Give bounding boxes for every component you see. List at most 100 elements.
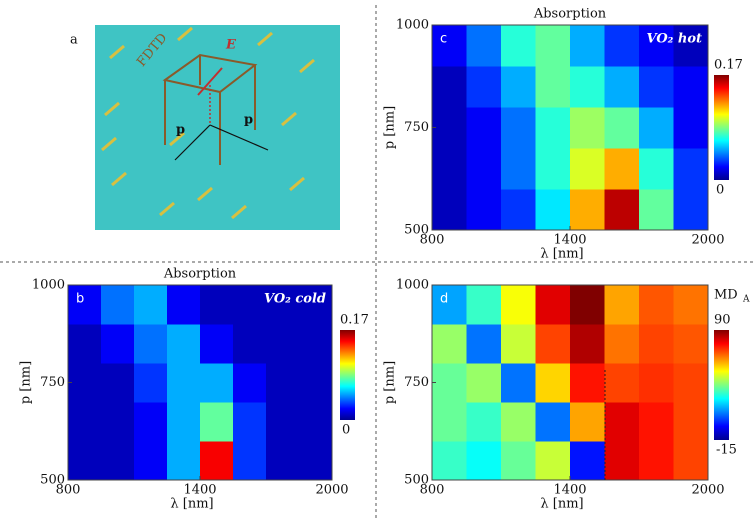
heatmap-cell bbox=[299, 441, 333, 481]
heatmap-cell bbox=[674, 441, 709, 481]
period-label: p bbox=[244, 113, 253, 128]
heatmap-cell bbox=[467, 107, 502, 149]
heatmap-cell bbox=[501, 402, 536, 442]
panel-label: a bbox=[70, 33, 78, 48]
heatmap-cell bbox=[432, 189, 467, 231]
heatmap-cell bbox=[501, 25, 536, 67]
y-tick-label: 1000 bbox=[396, 278, 429, 293]
heatmap-cell bbox=[605, 363, 640, 403]
x-tick-label: 2000 bbox=[315, 483, 348, 498]
heatmap-cell bbox=[501, 189, 536, 231]
y-axis-label: p [nm] bbox=[383, 361, 398, 404]
y-tick-label: 750 bbox=[40, 375, 65, 390]
heatmap-cell bbox=[167, 402, 201, 442]
heatmap-cell bbox=[467, 402, 502, 442]
heatmap-cell bbox=[134, 402, 168, 442]
heatmap-cell bbox=[233, 441, 267, 481]
heatmap-cell bbox=[536, 66, 571, 108]
heatmap-cell bbox=[536, 148, 571, 190]
heatmap-cell bbox=[101, 441, 135, 481]
heatmap-cell bbox=[639, 189, 674, 231]
y-tick-label: 1000 bbox=[396, 18, 429, 33]
heatmap-cell bbox=[432, 66, 467, 108]
x-axis-label: λ [nm] bbox=[540, 497, 583, 512]
heatmap-cell bbox=[299, 402, 333, 442]
heatmap-cell bbox=[639, 441, 674, 481]
heatmap-cell bbox=[639, 402, 674, 442]
heatmap-cell bbox=[134, 285, 168, 325]
colorbar-label-sub: A bbox=[742, 295, 750, 305]
heatmap-cell bbox=[674, 402, 709, 442]
colorbar-tick-label: 0 bbox=[342, 423, 350, 438]
heatmap-cell bbox=[432, 324, 467, 364]
colorbar-tick-label: 0.17 bbox=[714, 58, 743, 73]
heatmap-cell bbox=[266, 441, 300, 481]
heatmap-cell bbox=[639, 285, 674, 325]
y-tick-label: 750 bbox=[404, 120, 429, 135]
x-tick-label: 1400 bbox=[183, 483, 216, 498]
heatmap-cell bbox=[501, 148, 536, 190]
heatmap-cell bbox=[605, 402, 640, 442]
heatmap-cell bbox=[200, 402, 234, 442]
heatmap-cell bbox=[101, 324, 135, 364]
heatmap-cell bbox=[605, 25, 640, 67]
heatmap-cell bbox=[605, 66, 640, 108]
y-tick-label: 500 bbox=[40, 473, 65, 488]
heatmap-cell bbox=[467, 285, 502, 325]
y-tick-label: 500 bbox=[404, 473, 429, 488]
heatmap-cell bbox=[467, 148, 502, 190]
heatmap-cell bbox=[299, 324, 333, 364]
y-tick-label: 750 bbox=[404, 375, 429, 390]
heatmap-cell bbox=[200, 324, 234, 364]
heatmap-cell bbox=[570, 25, 605, 67]
heatmap-cell bbox=[605, 148, 640, 190]
colorbar bbox=[714, 330, 729, 440]
heatmap-cell bbox=[233, 363, 267, 403]
heatmap-cell bbox=[167, 285, 201, 325]
panel-label: c bbox=[440, 32, 447, 47]
heatmap-cell bbox=[570, 441, 605, 481]
heatmap-cell bbox=[467, 363, 502, 403]
heatmap-cell bbox=[570, 148, 605, 190]
heatmap-cell bbox=[501, 441, 536, 481]
heatmap-cell bbox=[536, 189, 571, 231]
heatmap-cell bbox=[68, 324, 102, 364]
heatmap-cell bbox=[467, 66, 502, 108]
x-tick-label: 1400 bbox=[553, 233, 586, 248]
heatmap-cell bbox=[536, 363, 571, 403]
heatmap-cell bbox=[605, 285, 640, 325]
heatmap-cell bbox=[674, 189, 709, 231]
heatmap-cell bbox=[605, 189, 640, 231]
heatmap-cell bbox=[68, 363, 102, 403]
heatmap-cell bbox=[536, 402, 571, 442]
heatmap-cell bbox=[605, 441, 640, 481]
heatmap-cell bbox=[674, 107, 709, 149]
heatmap-cell bbox=[432, 25, 467, 67]
heatmap-cell bbox=[536, 25, 571, 67]
heatmap-cell bbox=[674, 148, 709, 190]
heatmap-cell bbox=[432, 441, 467, 481]
colorbar-tick-label: -15 bbox=[716, 443, 737, 458]
panel-label: d bbox=[440, 292, 448, 307]
heatmap-cell bbox=[432, 107, 467, 149]
heatmap-cell bbox=[134, 324, 168, 364]
colorbar-tick-label: 90 bbox=[714, 313, 731, 328]
x-tick-label: 1400 bbox=[553, 483, 586, 498]
annotation: VO₂ hot bbox=[646, 32, 702, 47]
heatmap-cell bbox=[674, 285, 709, 325]
substrate bbox=[95, 25, 340, 230]
heatmap-cell bbox=[501, 324, 536, 364]
x-tick-label: 2000 bbox=[691, 483, 724, 498]
heatmap-cell bbox=[536, 107, 571, 149]
heatmap-cell bbox=[536, 285, 571, 325]
heatmap-cell bbox=[68, 441, 102, 481]
heatmap-cell bbox=[200, 441, 234, 481]
heatmap-cell bbox=[605, 324, 640, 364]
panel-label: b bbox=[76, 292, 84, 307]
chart-title: Absorption bbox=[533, 7, 607, 22]
heatmap-cell bbox=[101, 363, 135, 403]
heatmap-cell bbox=[432, 363, 467, 403]
y-axis-label: p [nm] bbox=[383, 106, 398, 149]
field-label: E bbox=[225, 38, 237, 53]
x-axis-label: λ [nm] bbox=[170, 497, 213, 512]
